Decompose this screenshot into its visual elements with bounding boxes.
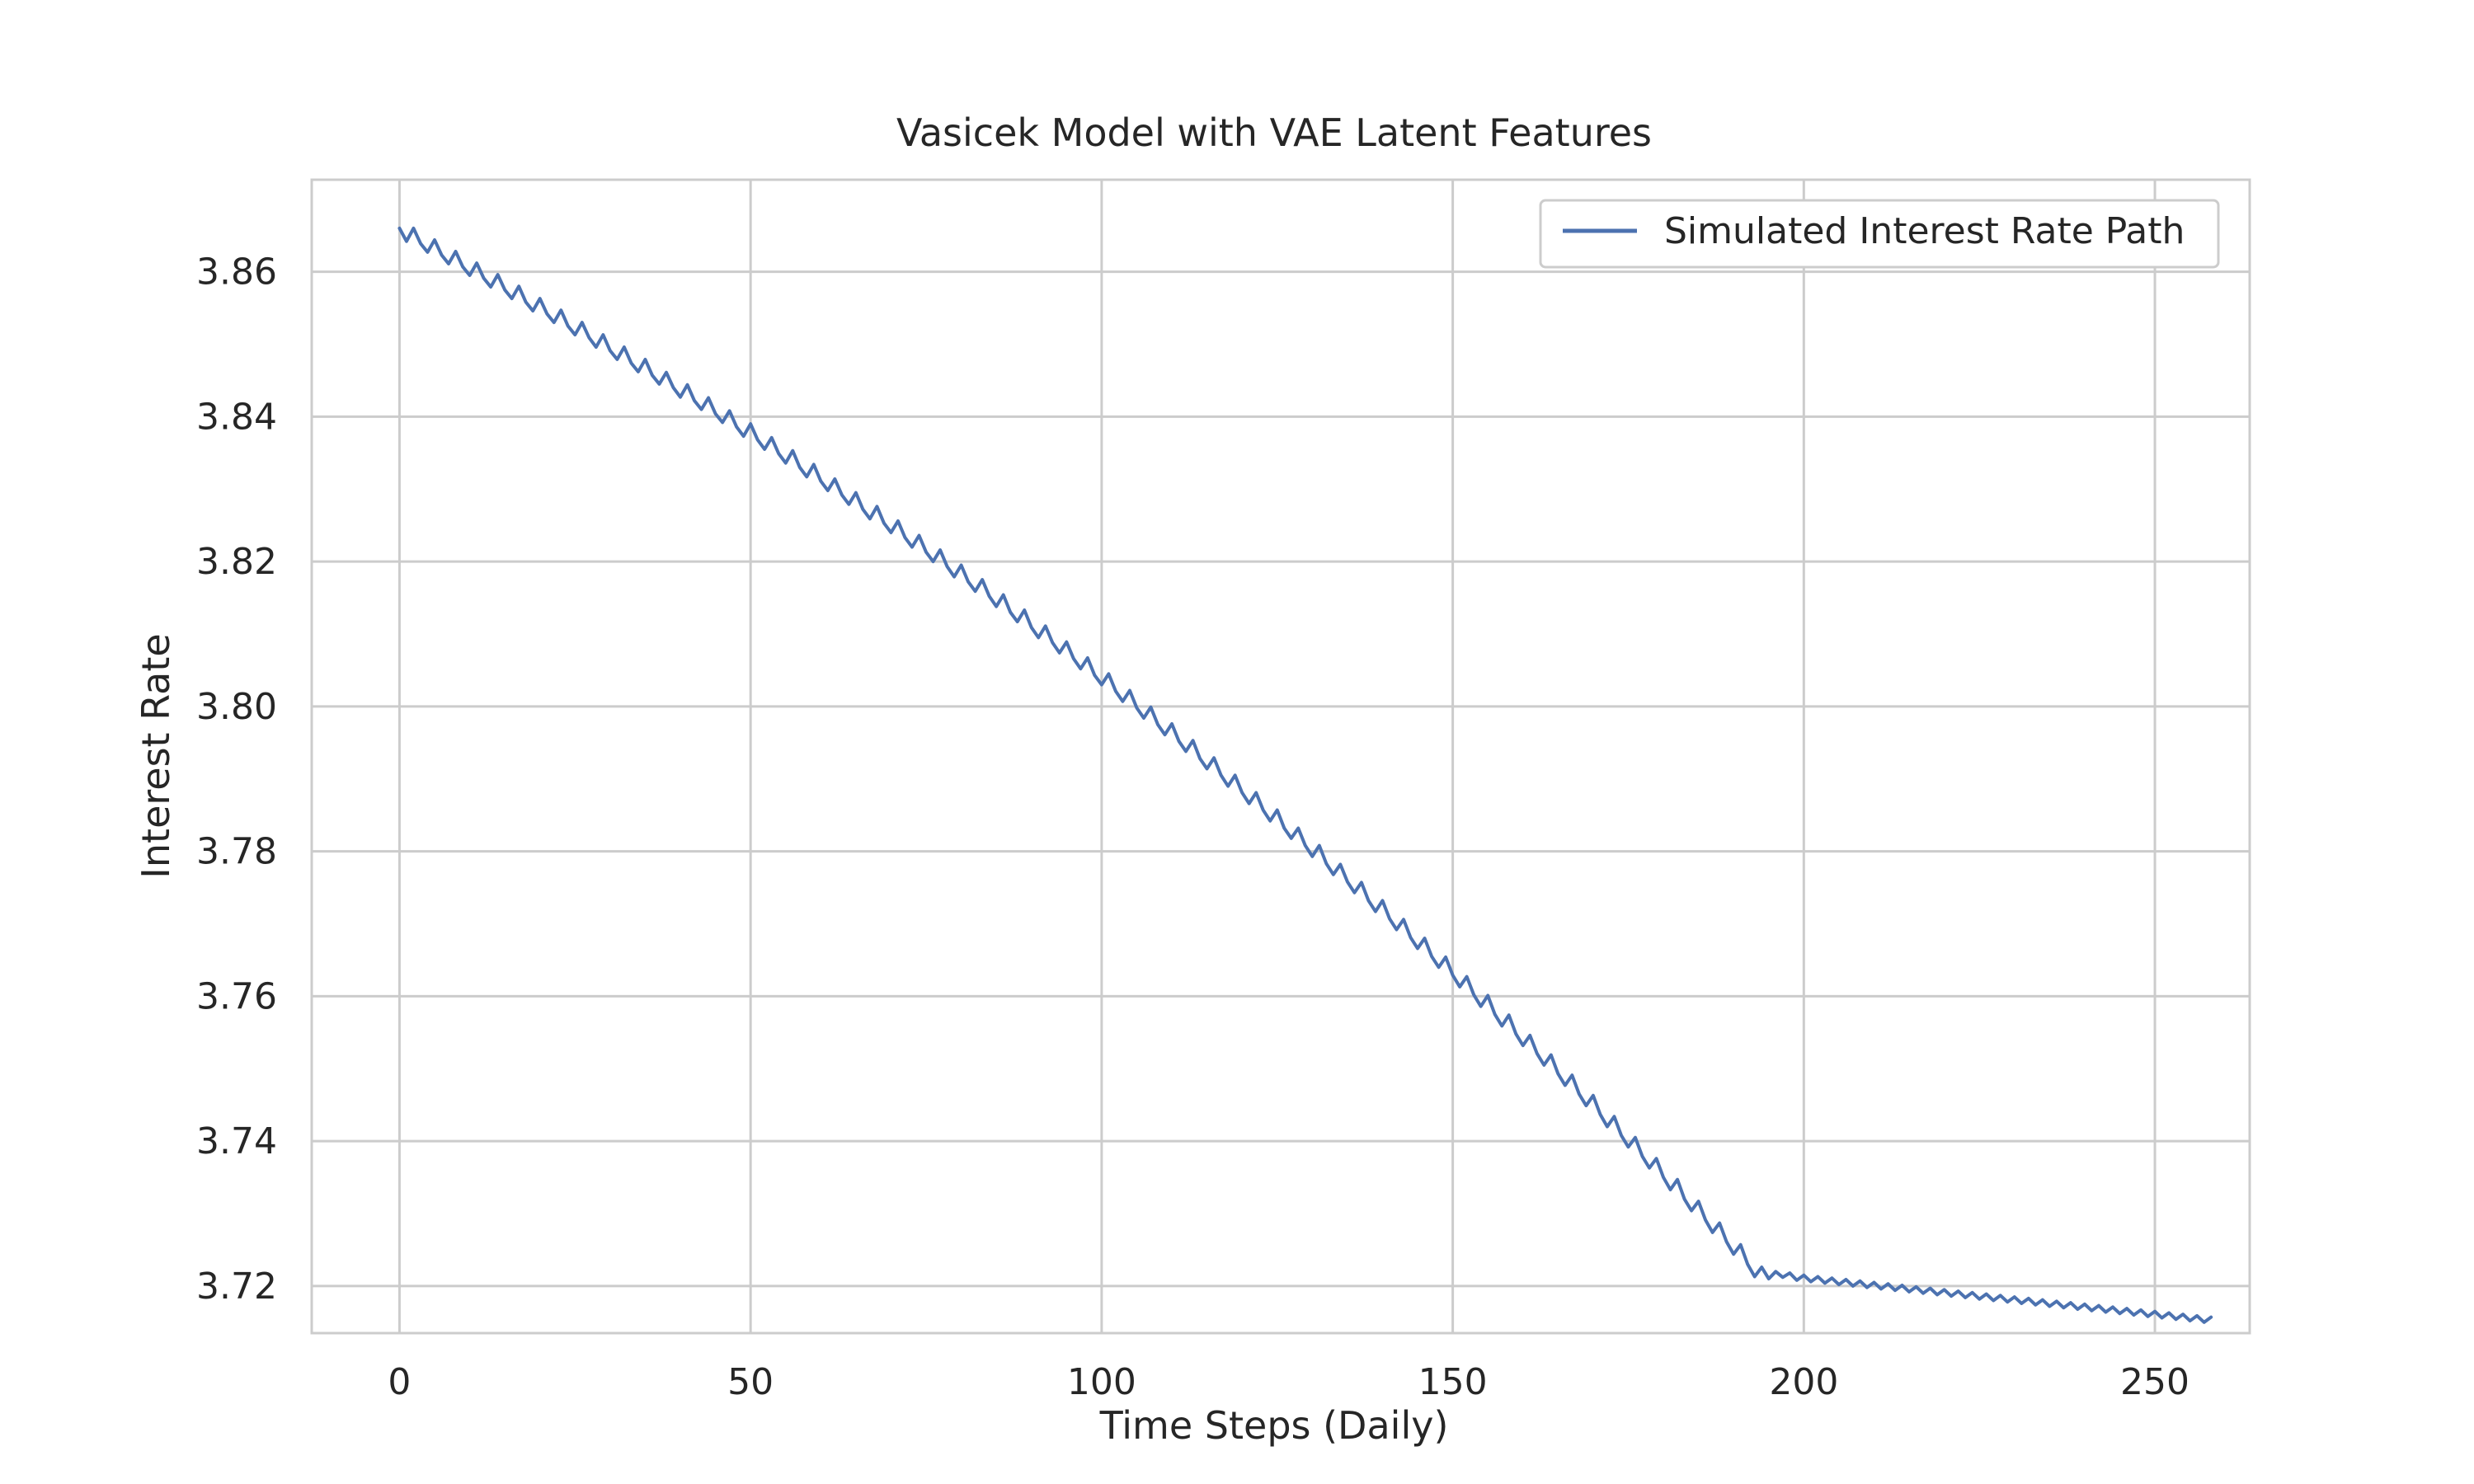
x-tick-label: 50 <box>727 1361 774 1403</box>
legend-box <box>1539 199 2220 269</box>
x-tick-label: 200 <box>1769 1361 1838 1403</box>
y-tick-labels: 3.72 3.74 3.76 3.78 3.80 3.82 3.84 3.86 <box>196 251 277 1308</box>
plot-area <box>312 180 2250 1333</box>
chart-title: Vasicek Model with VAE Latent Features <box>896 110 1652 155</box>
series-line <box>397 226 2213 1324</box>
y-tick-label: 3.84 <box>196 396 277 438</box>
x-tick-label: 250 <box>2120 1361 2189 1403</box>
y-tick-label: 3.86 <box>196 251 277 294</box>
x-axis-label: Time Steps (Daily) <box>1099 1403 1449 1448</box>
y-tick-label: 3.76 <box>196 975 277 1017</box>
x-tick-labels: 0 50 100 150 200 250 <box>388 1361 2189 1403</box>
legend: Simulated Interest Rate Path <box>1539 199 2220 269</box>
y-axis-label: Interest Rate <box>134 633 178 878</box>
y-tick-label: 3.80 <box>196 686 277 728</box>
x-tick-label: 0 <box>388 1361 411 1403</box>
plot-frame <box>310 178 2251 1335</box>
y-tick-label: 3.78 <box>196 831 277 873</box>
y-tick-label: 3.82 <box>196 541 277 583</box>
y-tick-label: 3.74 <box>196 1120 277 1162</box>
x-tick-label: 100 <box>1067 1361 1136 1403</box>
legend-label: Simulated Interest Rate Path <box>1664 210 2185 252</box>
grid-lines <box>312 180 2250 1333</box>
x-tick-label: 150 <box>1418 1361 1488 1403</box>
y-tick-label: 3.72 <box>196 1266 277 1308</box>
